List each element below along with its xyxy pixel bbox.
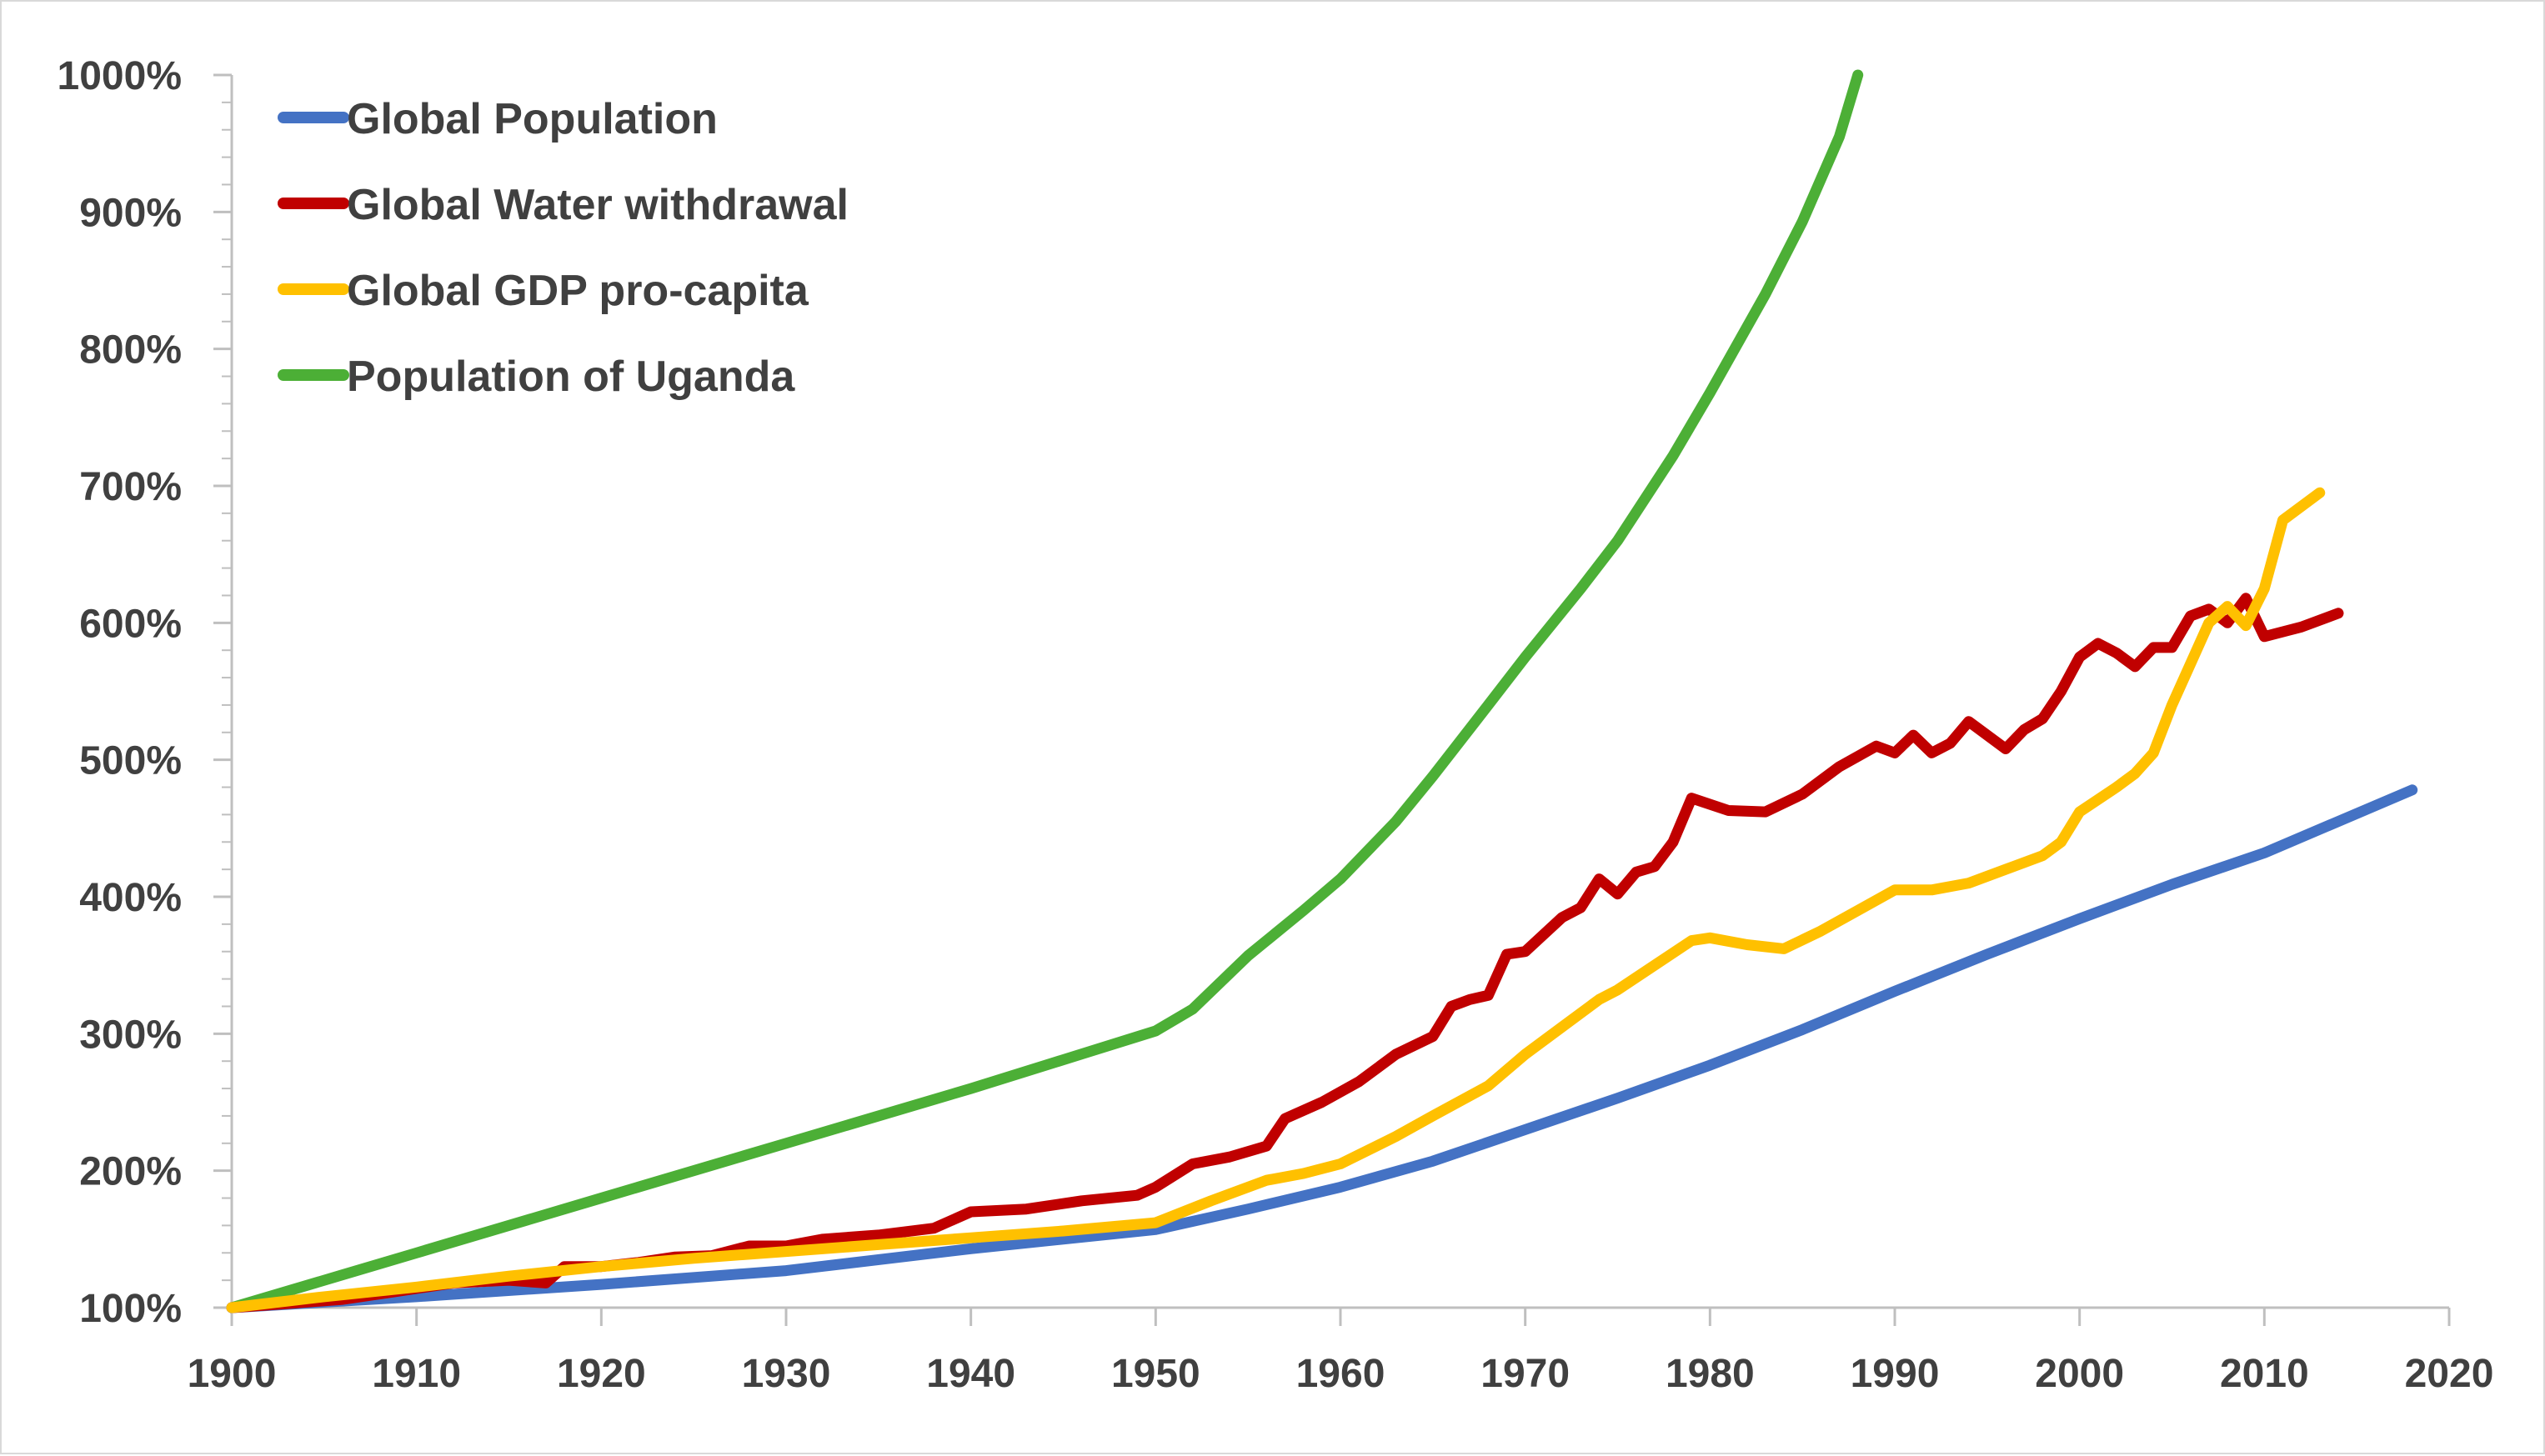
x-tick-label: 2000: [2035, 1352, 2124, 1396]
x-tick-label: 1900: [188, 1352, 277, 1396]
x-tick-label: 2010: [2220, 1352, 2309, 1396]
legend-label-global-gdp-pro-capita: Global GDP pro-capita: [347, 267, 809, 315]
x-tick-label: 2020: [2405, 1352, 2494, 1396]
x-tick-label: 1910: [372, 1352, 461, 1396]
series-line-population-of-uganda: [226, 69, 1864, 1313]
x-tick-label: 1990: [1851, 1352, 1940, 1396]
y-tick-label: 1000%: [58, 54, 182, 98]
x-tick-label: 1960: [1296, 1352, 1385, 1396]
axes: [230, 75, 2449, 1309]
x-tick-label: 1950: [1111, 1352, 1200, 1396]
x-axis-ticks: 1900 1910 1920 1930 1940 1950 1960 1970 1980 1990…: [188, 1308, 2494, 1396]
legend-label-global-water-withdrawal: Global Water withdrawal: [347, 181, 849, 229]
y-tick-label: 700%: [79, 465, 182, 509]
y-tick-label: 200%: [79, 1150, 182, 1194]
x-tick-label: 1970: [1480, 1352, 1570, 1396]
series-lines: [226, 69, 2418, 1313]
x-tick-label: 1980: [1666, 1352, 1755, 1396]
x-tick-label: 1920: [557, 1352, 646, 1396]
y-tick-label: 300%: [79, 1013, 182, 1057]
legend: Global Population Global Water withdrawal…: [278, 95, 849, 401]
x-tick-label: 1930: [742, 1352, 831, 1396]
legend-label-global-population: Global Population: [347, 95, 718, 143]
y-tick-label: 800%: [79, 328, 182, 373]
y-tick-label: 400%: [79, 876, 182, 920]
legend-label-population-of-uganda: Population of Uganda: [347, 353, 795, 401]
y-tick-label: 900%: [79, 191, 182, 235]
series-line-global-population: [226, 784, 2418, 1313]
series-line-global-gdp-pro-capita: [226, 487, 2326, 1313]
y-tick-label: 600%: [79, 602, 182, 646]
y-tick-label: 500%: [79, 739, 182, 783]
y-tick-label: 100%: [79, 1287, 182, 1331]
y-axis-ticks: 100% 200% 300% 400% 500% 600% 700% 800% 900% 1000…: [58, 54, 232, 1331]
x-tick-label: 1940: [926, 1352, 1015, 1396]
